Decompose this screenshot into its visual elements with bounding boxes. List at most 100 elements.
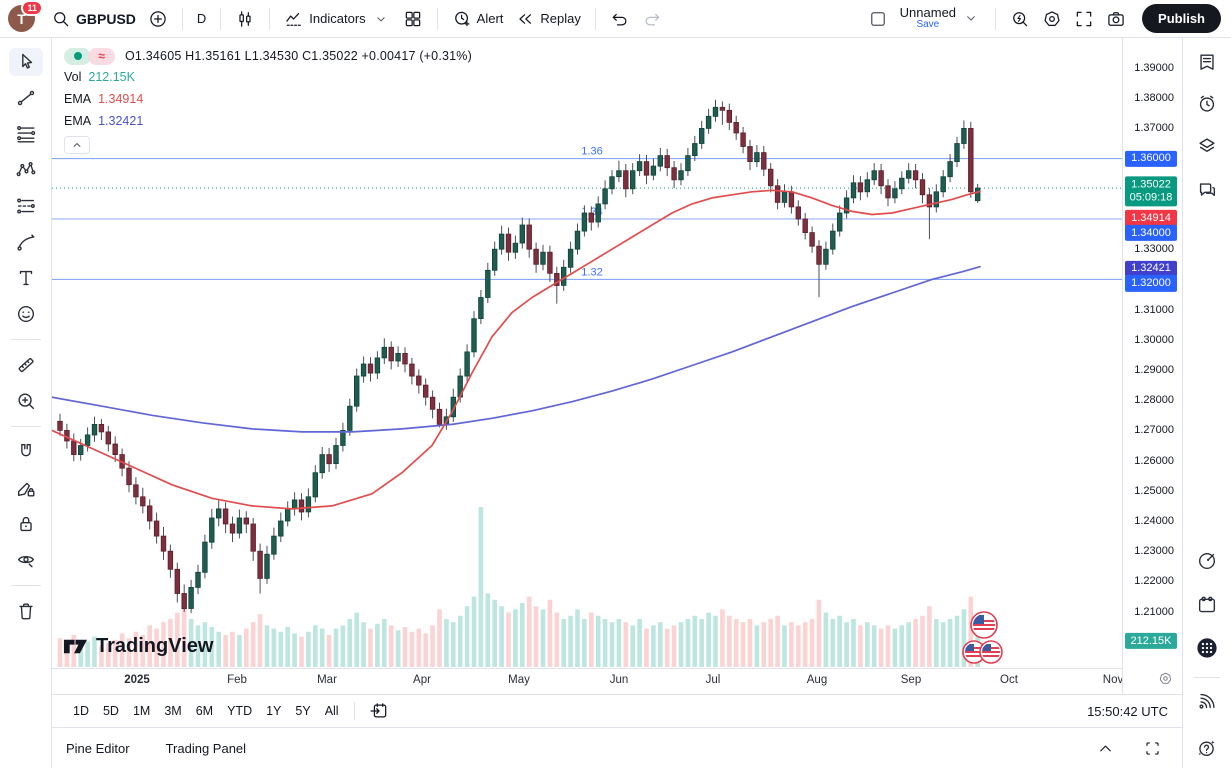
redo-button[interactable] xyxy=(636,5,668,33)
indicators-button[interactable]: Indicators xyxy=(278,5,396,33)
range-button-6m[interactable]: 6M xyxy=(189,700,220,722)
range-button-ytd[interactable]: YTD xyxy=(220,700,259,722)
range-button-1y[interactable]: 1Y xyxy=(259,700,288,722)
fullscreen-button[interactable] xyxy=(1068,5,1100,33)
expand-panel-button[interactable] xyxy=(1090,738,1121,759)
emoji-tool[interactable] xyxy=(9,300,43,328)
ruler-tool[interactable] xyxy=(9,351,43,379)
price-tick: 1.38000 xyxy=(1134,92,1174,105)
price-axis[interactable]: 1.39000 1.38000 1.37000 1.33000 1.31000 1.300… xyxy=(1122,38,1182,694)
chat-button[interactable] xyxy=(1190,173,1224,207)
series-toggle-on[interactable] xyxy=(64,47,91,65)
save-label[interactable]: Save xyxy=(916,19,940,31)
screener-button[interactable] xyxy=(1190,544,1224,578)
price-axis-settings-icon[interactable] xyxy=(1158,671,1173,691)
alert-label: Alert xyxy=(476,11,504,26)
maximize-icon xyxy=(1143,739,1162,758)
divider xyxy=(220,7,222,30)
economic-calendar-button[interactable] xyxy=(1190,588,1224,622)
zoom-in-tool[interactable] xyxy=(9,387,43,415)
publish-button[interactable]: Publish xyxy=(1142,4,1221,33)
ema-slow-label[interactable]: EMA xyxy=(64,114,92,128)
maximize-panel-button[interactable] xyxy=(1137,738,1168,759)
magnet-tool[interactable] xyxy=(9,438,43,466)
user-menu[interactable]: T 11 xyxy=(8,0,43,32)
price-tick: 1.30000 xyxy=(1134,333,1174,346)
range-button-5y[interactable]: 5Y xyxy=(288,700,317,722)
replay-button[interactable]: Replay xyxy=(509,5,586,33)
chart-legend: ≈ O1.34605 H1.35161 L1.34530 C1.35022 +0… xyxy=(64,46,472,154)
chevron-up-icon xyxy=(1096,739,1115,758)
price-tick: 1.28000 xyxy=(1134,394,1174,407)
object-tree-button[interactable] xyxy=(1190,129,1224,163)
tab-trading-panel[interactable]: Trading Panel xyxy=(166,735,246,762)
server-clock[interactable]: 15:50:42 UTC xyxy=(1087,703,1168,719)
symbol-search-button[interactable]: GBPUSD xyxy=(45,5,142,33)
brush-tool[interactable] xyxy=(9,228,43,256)
divider xyxy=(594,7,596,30)
help-button[interactable] xyxy=(1190,731,1224,765)
alerts-button[interactable] xyxy=(1190,87,1224,121)
wave-icon: ≈ xyxy=(98,49,105,63)
chevron-up-icon xyxy=(71,139,83,151)
alert-button[interactable]: Alert xyxy=(446,5,510,33)
hide-drawings-tool[interactable] xyxy=(9,546,43,574)
lock-drawings-tool[interactable] xyxy=(9,510,43,538)
quick-search-button[interactable] xyxy=(1004,5,1036,33)
select-layout-checkbox[interactable] xyxy=(862,5,894,33)
streams-button[interactable] xyxy=(1190,684,1224,718)
pattern-tool[interactable] xyxy=(9,156,43,184)
remove-drawings-tool[interactable] xyxy=(9,597,43,625)
snapshot-button[interactable] xyxy=(1100,5,1132,33)
interval-button[interactable]: D xyxy=(191,7,212,30)
apps-button[interactable] xyxy=(1190,631,1224,665)
economic-event-icon xyxy=(970,611,998,639)
volume-study-label[interactable]: Vol xyxy=(64,70,82,84)
tab-pine-editor[interactable]: Pine Editor xyxy=(66,735,130,762)
economic-event-icon xyxy=(962,640,986,664)
range-button-1m[interactable]: 1M xyxy=(126,700,157,722)
go-to-date-button[interactable] xyxy=(363,700,395,722)
range-button-3m[interactable]: 3M xyxy=(157,700,188,722)
cursor-tool[interactable] xyxy=(8,48,43,76)
layout-templates-button[interactable] xyxy=(397,5,429,33)
checkbox-square-icon xyxy=(868,9,888,29)
drawing-mode-tool[interactable] xyxy=(9,474,43,502)
price-label: 1.36000 xyxy=(1125,150,1177,167)
time-tick: Nov xyxy=(1102,674,1124,686)
time-axis[interactable]: 2025 Feb Mar Apr May Jun Jul Aug Sep Oct Nov xyxy=(52,668,1124,694)
range-button-1d[interactable]: 1D xyxy=(66,700,96,722)
price-label: 1.32000 xyxy=(1125,275,1177,292)
undo-button[interactable] xyxy=(604,5,636,33)
price-label: 1.35022 05:09:18 xyxy=(1125,176,1177,206)
time-tick: Oct xyxy=(1000,674,1018,686)
position-tool[interactable] xyxy=(9,192,43,220)
watchlist-button[interactable] xyxy=(1190,45,1224,79)
compare-symbol-button[interactable] xyxy=(142,5,174,33)
chart-canvas[interactable]: 1.36 1.34 1.32 ≈ O1.34605 H1.35161 L1.3453… xyxy=(52,38,1122,668)
series-toggle-flat[interactable]: ≈ xyxy=(88,47,115,65)
chart-settings-button[interactable] xyxy=(1036,5,1068,33)
time-tick: Jul xyxy=(705,674,721,686)
text-tool[interactable] xyxy=(9,264,43,292)
layout-name: Unnamed xyxy=(899,5,957,21)
chart-style-button[interactable] xyxy=(229,5,261,33)
range-button-all[interactable]: All xyxy=(318,700,346,722)
svg-text:1.32: 1.32 xyxy=(581,266,602,278)
replay-icon xyxy=(515,9,535,29)
price-label: 1.32421 xyxy=(1125,260,1177,277)
divider xyxy=(10,426,41,427)
price-label: 1.34000 xyxy=(1125,224,1177,242)
price-label: 212.15K xyxy=(1125,632,1177,650)
series-visibility-toggles[interactable]: ≈ xyxy=(64,47,115,65)
fib-retracement-tool[interactable] xyxy=(9,120,43,148)
ema-fast-label[interactable]: EMA xyxy=(64,92,92,106)
trend-line-tool[interactable] xyxy=(9,84,43,112)
layout-name-button[interactable]: Unnamed Save xyxy=(894,2,987,34)
range-button-5d[interactable]: 5D xyxy=(96,700,126,722)
chevron-down-icon xyxy=(963,10,979,26)
legend-collapse-button[interactable] xyxy=(64,136,90,154)
range-buttons: 1D 5D 1M 3M 6M YTD 1Y 5Y All xyxy=(66,700,346,722)
divider xyxy=(353,702,355,720)
